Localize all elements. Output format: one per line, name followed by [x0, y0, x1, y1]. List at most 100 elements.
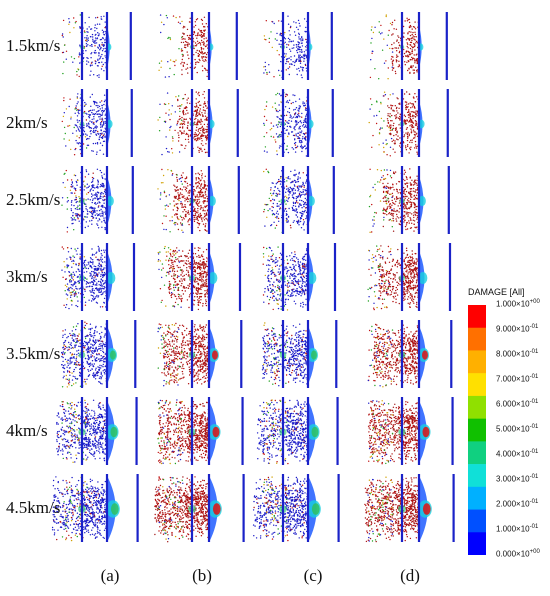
debris-particle [415, 42, 416, 43]
debris-particle [289, 290, 290, 291]
debris-particle [95, 63, 96, 64]
debris-particle [300, 185, 301, 186]
debris-particle [93, 42, 94, 43]
debris-particle [274, 275, 275, 276]
debris-particle [193, 54, 194, 55]
debris-particle [86, 187, 87, 188]
debris-particle [84, 297, 85, 298]
debris-particle [177, 123, 178, 124]
debris-particle [395, 73, 396, 74]
debris-particle [205, 264, 206, 265]
debris-particle [98, 47, 99, 48]
debris-particle [183, 293, 184, 294]
debris-particle [301, 52, 302, 53]
debris-particle [165, 208, 166, 209]
debris-particle [277, 50, 278, 51]
debris-particle [411, 227, 412, 228]
debris-particle [93, 284, 94, 285]
debris-particle [388, 213, 389, 214]
debris-particle [188, 224, 189, 225]
debris-particle [168, 114, 169, 115]
debris-particle [193, 215, 194, 216]
debris-particle [87, 282, 88, 283]
debris-particle [415, 189, 416, 190]
debris-particle [181, 217, 182, 218]
debris-particle [201, 134, 202, 135]
simulation-panel [369, 166, 449, 234]
debris-particle [205, 29, 206, 30]
debris-particle [83, 143, 84, 144]
debris-particle [201, 112, 202, 113]
debris-particle [72, 223, 73, 224]
debris-particle [382, 127, 383, 128]
debris-particle [302, 103, 303, 104]
debris-particle [174, 224, 175, 225]
debris-particle [386, 211, 387, 212]
debris-particle [298, 122, 299, 123]
simulation-panel [263, 12, 332, 80]
debris-particle [297, 178, 298, 179]
debris-particle [180, 269, 181, 270]
debris-particle [285, 208, 286, 209]
debris-particle [101, 110, 102, 111]
debris-particle [189, 118, 190, 119]
debris-particle [406, 39, 407, 40]
debris-particle [167, 38, 168, 39]
debris-particle [277, 193, 278, 194]
debris-particle [292, 208, 293, 209]
debris-particle [391, 58, 392, 59]
debris-particle [414, 198, 415, 199]
debris-particle [63, 36, 64, 37]
debris-particle [73, 229, 74, 230]
debris-particle [85, 302, 86, 303]
debris-particle [295, 190, 296, 191]
debris-particle [187, 192, 188, 193]
debris-particle [93, 143, 94, 144]
debris-particle [79, 126, 80, 127]
debris-particle [293, 44, 294, 45]
debris-particle [84, 289, 85, 290]
debris-particle [410, 129, 411, 130]
debris-particle [93, 274, 94, 275]
debris-particle [91, 65, 92, 66]
debris-particle [90, 57, 91, 58]
debris-particle [77, 209, 78, 210]
debris-particle [86, 271, 87, 272]
debris-particle [183, 260, 184, 261]
debris-particle [205, 284, 206, 285]
debris-particle [84, 189, 85, 190]
debris-particle [264, 116, 265, 117]
debris-particle [197, 35, 198, 36]
debris-particle [204, 282, 205, 283]
debris-particle [94, 266, 95, 267]
debris-particle [206, 131, 207, 132]
debris-particle [301, 67, 302, 68]
debris-particle [295, 142, 296, 143]
debris-particle [187, 127, 188, 128]
debris-particle [94, 298, 95, 299]
debris-particle [276, 150, 277, 151]
debris-particle [182, 172, 183, 173]
debris-particle [77, 96, 78, 97]
debris-particle [94, 30, 95, 31]
debris-particle [94, 211, 95, 212]
debris-particle [271, 136, 272, 137]
debris-particle [298, 61, 299, 62]
debris-particle [169, 293, 170, 294]
debris-particle [86, 139, 87, 140]
debris-particle [408, 19, 409, 20]
debris-particle [163, 215, 164, 216]
debris-particle [406, 208, 407, 209]
debris-particle [273, 253, 274, 254]
debris-particle [200, 299, 201, 300]
debris-particle [416, 147, 417, 148]
debris-particle [71, 261, 72, 262]
debris-particle [90, 110, 91, 111]
debris-particle [177, 258, 178, 259]
debris-particle [71, 273, 72, 274]
debris-particle [415, 60, 416, 61]
debris-particle [88, 226, 89, 227]
debris-particle [197, 119, 198, 120]
debris-particle [406, 123, 407, 124]
debris-particle [69, 275, 70, 276]
